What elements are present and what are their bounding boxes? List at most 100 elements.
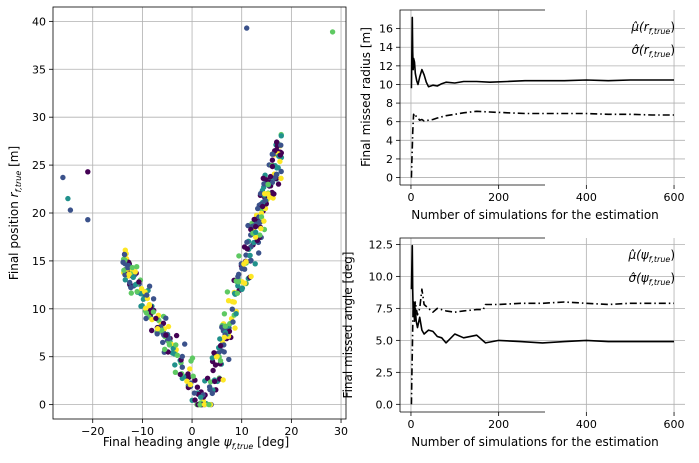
a-xtick-label: 400: [576, 418, 597, 431]
scatter-point: [211, 350, 217, 356]
r-ytick-label: 10: [379, 78, 393, 91]
scatter-point: [269, 157, 276, 163]
r-ytick-label: 14: [379, 41, 393, 54]
scatter-point: [143, 310, 150, 316]
a-ytick-label: 2.5: [376, 366, 394, 379]
scatter-point: [172, 369, 179, 375]
scatter-point: [229, 299, 236, 305]
scatter-point: [150, 309, 157, 315]
scatter-point: [253, 223, 259, 230]
scatter-point: [217, 343, 224, 349]
scatter-ytick-label: 15: [32, 255, 46, 268]
scatter-point: [130, 274, 136, 280]
scatter-point: [248, 273, 254, 280]
scatter-point: [149, 327, 155, 334]
scatter-point: [277, 152, 283, 158]
scatter-point: [125, 265, 131, 271]
a-xtick-label: 200: [488, 418, 509, 431]
scatter-point: [60, 174, 66, 181]
scatter-point: [241, 266, 248, 272]
scatter-point: [121, 267, 127, 273]
scatter-point: [154, 331, 160, 337]
r-xtick-label: 200: [488, 191, 509, 204]
scatter-point: [153, 315, 159, 322]
scatter-point: [248, 257, 254, 264]
scatter-point: [244, 25, 250, 31]
scatter-point: [85, 217, 91, 223]
radius-ylabel: Final missed radius [m]: [359, 27, 373, 167]
scatter-point: [65, 195, 71, 202]
radius-panel: 0 200 400 600 0 2 4 6 8 10 12 14 16 Final missed rad…: [359, 9, 685, 222]
angle-legend: μ̂(ψf,true) σ̂(ψf,true): [627, 248, 675, 287]
scatter-point: [265, 181, 271, 187]
scatter-point: [242, 280, 248, 286]
a-xtick-label: 600: [664, 418, 685, 431]
scatter-point: [278, 175, 284, 181]
scatter-point: [224, 289, 231, 295]
a-ytick-label: 0.0: [376, 398, 394, 411]
scatter-point: [192, 397, 198, 403]
scatter-point: [143, 315, 149, 322]
scatter-point: [257, 232, 263, 238]
scatter-point: [256, 250, 262, 256]
r-xtick-label: 600: [664, 191, 685, 204]
scatter-point: [235, 279, 242, 285]
angle-frame: [399, 237, 545, 413]
scatter-point: [85, 169, 91, 175]
scatter-point: [144, 292, 150, 298]
r-ytick-label: 12: [379, 60, 393, 73]
scatter-point: [160, 339, 166, 346]
r-xtick-label: 400: [576, 191, 597, 204]
scatter-point: [179, 353, 185, 360]
scatter-point: [221, 334, 228, 340]
r-ytick-label: 6: [386, 116, 393, 129]
scatter-point: [134, 264, 140, 270]
radius-legend-std: σ̂(rf,true): [631, 43, 675, 59]
r-ytick-label: 0: [386, 172, 393, 185]
scatter-point: [235, 273, 241, 280]
scatter-point: [146, 283, 153, 289]
scatter-point: [173, 342, 179, 348]
scatter-ytick-label: 10: [32, 303, 46, 316]
scatter-point: [143, 305, 149, 311]
scatter-xtick-label: 10: [235, 425, 249, 438]
scatter-point: [251, 216, 257, 223]
scatter-ylabel: Final position rf,true [m]: [7, 146, 23, 280]
scatter-point: [212, 362, 219, 368]
scatter-point: [226, 356, 232, 363]
scatter-point: [166, 342, 173, 348]
scatter-point: [261, 181, 267, 187]
scatter-point: [206, 401, 212, 408]
a-ytick-label: 5.0: [376, 334, 394, 347]
scatter-ytick-label: 5: [39, 351, 46, 364]
scatter-point: [194, 384, 201, 390]
scatter-point: [265, 191, 271, 197]
scatter-point: [255, 205, 261, 212]
scatter-point: [188, 358, 194, 364]
scatter-point: [244, 239, 250, 245]
scatter-ytick-label: 30: [32, 111, 46, 124]
scatter-point: [165, 323, 172, 330]
scatter-point: [177, 371, 183, 378]
scatter-point: [258, 214, 265, 220]
scatter-point: [278, 133, 284, 139]
scatter-point: [329, 29, 336, 35]
scatter-point: [270, 195, 276, 201]
scatter-point: [172, 362, 178, 368]
scatter-point: [126, 271, 132, 277]
scatter-point: [259, 203, 266, 210]
scatter-ytick-label: 0: [39, 399, 46, 412]
scatter-point: [233, 311, 239, 317]
scatter-point: [209, 390, 215, 397]
scatter-point: [273, 171, 280, 177]
scatter-point: [235, 283, 241, 289]
scatter-point: [128, 284, 134, 291]
scatter-point: [206, 384, 213, 390]
scatter-point: [267, 173, 274, 180]
scatter-point: [262, 197, 268, 204]
scatter-point: [187, 366, 193, 372]
angle-panel: 0 200 400 600 0.0 2.5 5.0 7.5 10.0 12.5 Final mis…: [341, 237, 685, 449]
a-xtick-label: 0: [407, 418, 414, 431]
scatter-point: [209, 355, 215, 361]
radius-xlabel: Number of simulations for the estimation: [411, 208, 659, 222]
